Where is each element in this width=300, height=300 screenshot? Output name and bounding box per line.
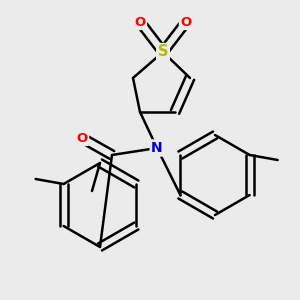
Text: O: O [180, 16, 192, 28]
Text: S: S [158, 44, 168, 59]
Text: O: O [134, 16, 146, 28]
Text: O: O [76, 131, 88, 145]
Text: N: N [151, 141, 163, 155]
